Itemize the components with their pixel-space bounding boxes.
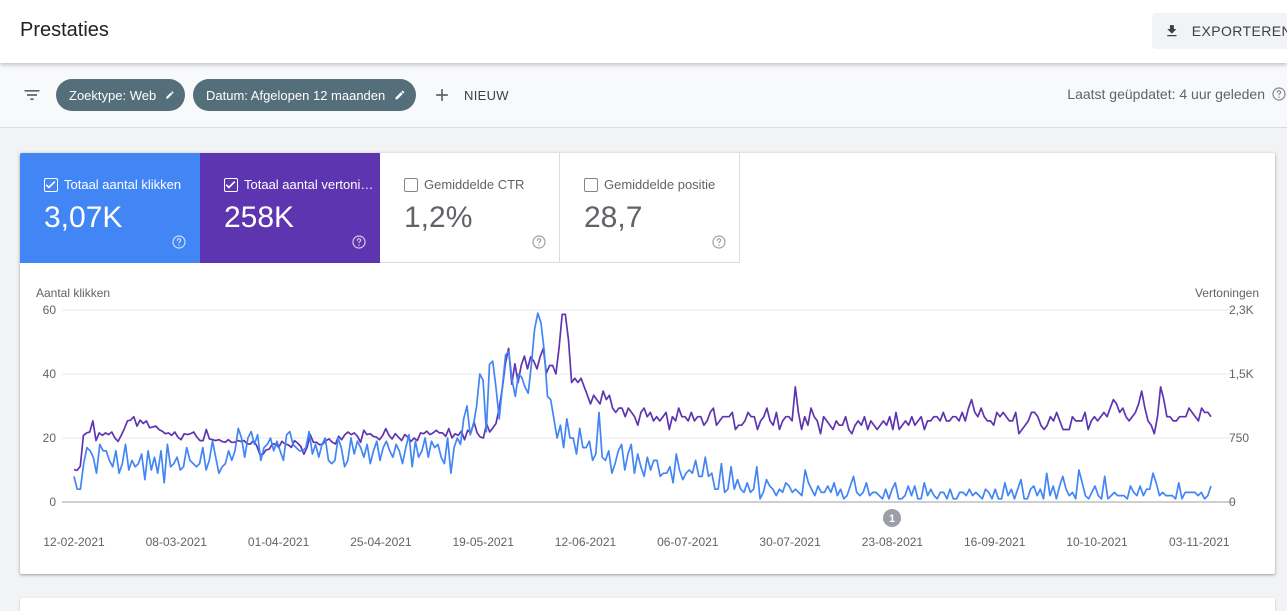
metric-total-impressions[interactable]: Totaal aantal vertoningen 258K [200,153,380,263]
new-filter-button[interactable]: NIEUW [432,85,509,105]
y-axis-right-label: Vertoningen [1195,286,1259,300]
series-line-clicks [73,312,1212,500]
metric-value: 28,7 [584,201,643,234]
help-icon[interactable] [531,234,547,250]
filter-icon[interactable] [22,85,42,105]
new-filter-label: NIEUW [464,87,509,103]
checkbox-unchecked[interactable] [404,177,418,192]
y-tick-right: 750 [1229,431,1249,445]
checkbox-checked[interactable] [224,177,238,192]
help-icon[interactable] [171,234,187,250]
last-updated: Laatst geüpdatet: 4 uur geleden [1067,86,1287,102]
checkbox-checked[interactable] [44,177,58,192]
x-tick-label: 08-03-2021 [146,535,208,549]
metric-value: 258K [224,201,295,234]
metric-average-position[interactable]: Gemiddelde positie 28,7 [560,153,740,263]
annotation-marker[interactable]: 1 [883,509,901,527]
top-bar: Prestaties EXPORTEREN [0,0,1287,63]
x-tick-label: 03-11-2021 [1169,535,1230,549]
metric-value: 1,2% [404,201,473,234]
export-button[interactable]: EXPORTEREN [1152,13,1287,49]
x-tick-label: 23-08-2021 [862,535,924,549]
x-ticks: 12-02-2021 08-03-2021 01-04-2021 25-04-2021… [43,535,1230,549]
checkbox-unchecked[interactable] [584,177,598,192]
download-icon [1167,25,1177,37]
pencil-icon [166,91,174,99]
chip-date[interactable]: Datum: Afgelopen 12 maanden [193,79,416,111]
chart-grid [62,309,1235,503]
y-axis-left-label: Aantal klikken [36,286,110,300]
y-tick-left: 40 [43,367,57,381]
performance-card: Totaal aantal klikken 3,07K Totaal aanta… [20,153,1275,574]
next-card [20,598,1275,611]
series-lines [73,312,1212,500]
metric-label: Gemiddelde CTR [424,177,525,192]
help-icon[interactable] [1271,86,1287,102]
export-label: EXPORTEREN [1191,23,1287,39]
x-tick-label: 19-05-2021 [453,535,515,549]
x-tick-label: 16-09-2021 [964,535,1026,549]
chip-date-label: Datum: Afgelopen 12 maanden [206,87,386,103]
filter-bar: Zoektype: Web Datum: Afgelopen 12 maande… [0,63,1287,128]
y-tick-left: 0 [49,495,56,509]
series-line-impressions [73,313,1212,472]
last-updated-text: Laatst geüpdatet: 4 uur geleden [1067,86,1265,102]
chip-search-type[interactable]: Zoektype: Web [56,79,185,111]
help-icon[interactable] [711,234,727,250]
x-tick-label: 06-07-2021 [657,535,719,549]
metric-value: 3,07K [44,201,123,234]
plus-icon [436,89,448,101]
annotation-label: 1 [889,513,895,525]
x-tick-label: 10-10-2021 [1066,535,1128,549]
x-tick-label: 30-07-2021 [759,535,821,549]
metric-average-ctr[interactable]: Gemiddelde CTR 1,2% [380,153,560,263]
x-tick-label: 01-04-2021 [248,535,310,549]
metric-label: Totaal aantal vertoningen [244,177,374,192]
y-tick-right: 2,3K [1229,303,1254,317]
x-tick-label: 12-06-2021 [555,535,617,549]
metric-label: Totaal aantal klikken [64,177,182,192]
metric-label: Gemiddelde positie [604,177,716,192]
performance-chart[interactable]: Aantal klikken Vertoningen 60 2,3K 40 1,5K 2… [20,263,1275,574]
y-tick-right: 0 [1229,495,1236,509]
y-ticks: 60 2,3K 40 1,5K 20 750 0 0 [43,303,1254,509]
pencil-icon [395,90,405,100]
y-tick-right: 1,5K [1229,367,1254,381]
y-tick-left: 20 [43,431,57,445]
x-tick-label: 25-04-2021 [350,535,412,549]
metric-total-clicks[interactable]: Totaal aantal klikken 3,07K [20,153,200,263]
chip-search-type-label: Zoektype: Web [69,87,157,103]
y-tick-left: 60 [43,303,57,317]
x-tick-label: 12-02-2021 [43,535,105,549]
help-icon[interactable] [351,234,367,250]
page-title: Prestaties [20,19,109,41]
